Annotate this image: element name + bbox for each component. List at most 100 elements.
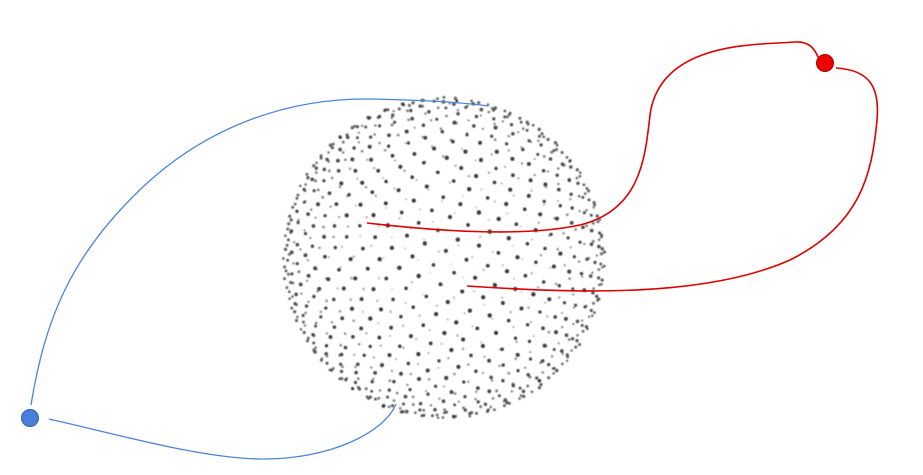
sphere-point — [424, 112, 427, 115]
sphere-point — [489, 375, 493, 380]
sphere-point — [469, 353, 473, 358]
sphere-point — [546, 315, 549, 318]
sphere-point — [399, 371, 403, 376]
blue-node[interactable] — [21, 409, 39, 427]
sphere-point — [338, 309, 342, 313]
sphere-point — [295, 196, 299, 200]
sphere-point — [515, 340, 518, 344]
sphere-point — [525, 120, 529, 124]
sphere-point — [512, 326, 515, 329]
sphere-point — [353, 353, 356, 356]
sphere-point — [287, 290, 291, 294]
sphere-point — [341, 365, 344, 369]
sphere-point — [378, 114, 382, 119]
sphere-point — [374, 124, 377, 127]
sphere-point — [402, 324, 405, 328]
sphere-point — [435, 117, 439, 121]
sphere-point — [583, 192, 587, 196]
sphere-point — [541, 168, 546, 173]
sphere-point — [541, 280, 546, 284]
sphere-point — [519, 120, 523, 124]
sphere-point — [312, 189, 316, 193]
sphere-point — [527, 139, 531, 143]
sphere-point — [399, 314, 403, 319]
sphere-point — [430, 414, 434, 418]
sphere-point — [383, 201, 388, 206]
sphere-point — [595, 254, 599, 257]
sphere-point — [536, 286, 540, 289]
sphere-point — [357, 141, 361, 144]
sphere-point — [341, 140, 345, 144]
sphere-point — [285, 286, 289, 290]
sphere-point — [523, 273, 528, 278]
sphere-point — [494, 166, 498, 171]
sphere-point — [458, 202, 463, 207]
sphere-point — [570, 349, 573, 352]
sphere-point — [470, 99, 473, 103]
sphere-point — [389, 245, 395, 251]
sphere-point — [295, 242, 300, 247]
sphere-point — [311, 224, 316, 228]
sphere-point — [341, 245, 343, 248]
sphere-point — [483, 402, 488, 407]
sphere-point — [474, 369, 478, 374]
sphere-point — [377, 335, 382, 340]
sphere-point — [329, 205, 332, 208]
sphere-point — [306, 339, 309, 343]
sphere-point — [395, 358, 398, 361]
sphere-point — [543, 203, 545, 206]
sphere-point — [578, 240, 582, 244]
sphere-point — [522, 207, 527, 212]
sphere-point — [288, 214, 292, 218]
red-node[interactable] — [816, 54, 834, 72]
sphere-point — [556, 167, 560, 170]
sphere-point — [332, 224, 337, 228]
sphere-point — [492, 408, 496, 412]
sphere-point — [366, 158, 369, 161]
sphere-point — [344, 213, 349, 218]
sphere-point — [370, 190, 375, 195]
sphere-point — [478, 157, 484, 163]
sphere-point — [505, 115, 509, 119]
sphere-point — [390, 123, 394, 127]
sphere-point — [334, 202, 339, 206]
sphere-point — [467, 175, 471, 178]
sphere-point — [540, 132, 544, 136]
sphere-point — [404, 142, 407, 145]
sphere-point — [518, 386, 522, 390]
sphere-point — [384, 276, 389, 281]
sphere-point — [293, 202, 297, 206]
sphere-point — [506, 235, 512, 241]
sphere-point — [295, 261, 299, 266]
sphere-point — [489, 405, 493, 409]
sphere-point — [362, 353, 366, 358]
sphere-point — [598, 218, 602, 221]
sphere-point — [597, 283, 601, 287]
sphere-point — [541, 326, 545, 331]
sphere-point — [422, 293, 424, 296]
sphere-point — [560, 162, 565, 166]
sphere-point — [477, 101, 481, 105]
sphere-point — [453, 403, 457, 407]
sphere-point — [587, 198, 591, 202]
sphere-point — [386, 144, 391, 148]
sphere-point — [549, 267, 551, 269]
sphere-point — [443, 408, 447, 412]
sphere-point — [406, 383, 409, 387]
sphere-point — [312, 341, 316, 345]
sphere-point — [461, 148, 463, 151]
sphere-point — [553, 330, 559, 335]
sphere-point — [377, 257, 382, 262]
sphere-point — [296, 315, 299, 319]
sphere-point — [593, 203, 597, 207]
sphere-point — [504, 142, 509, 146]
sphere-point — [303, 324, 307, 327]
sphere-point — [582, 211, 587, 215]
sphere-point — [347, 192, 351, 197]
sphere-point — [407, 103, 411, 107]
sphere-point — [580, 323, 584, 328]
sphere-point — [318, 246, 321, 250]
sphere-point — [338, 377, 341, 381]
sphere-point — [404, 302, 407, 304]
sphere-point — [292, 262, 295, 265]
